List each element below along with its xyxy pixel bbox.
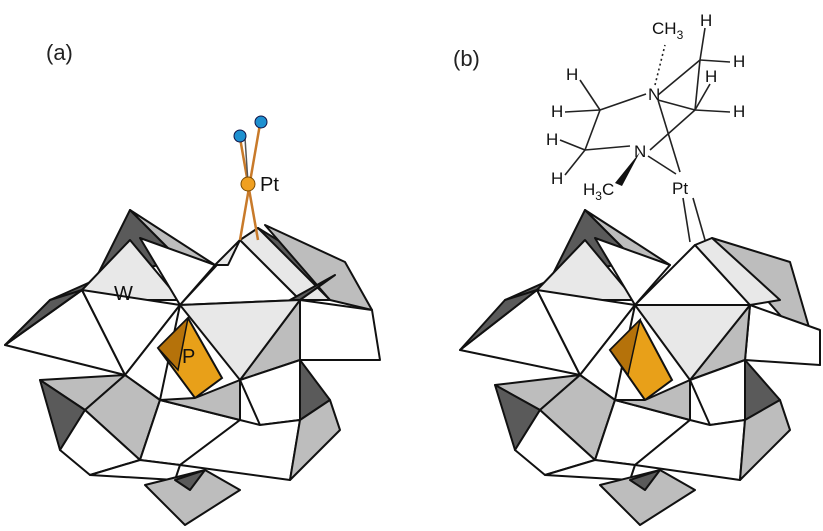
bond <box>649 109 696 151</box>
h-label: H <box>700 11 712 30</box>
bond <box>694 59 701 111</box>
h-bond <box>694 83 711 111</box>
octahedron-bottom <box>629 469 661 491</box>
pt-label-b: Pt <box>672 179 688 198</box>
h-label: H <box>705 67 717 86</box>
octahedron <box>614 379 691 421</box>
octahedron-bottom <box>174 469 206 491</box>
h-bond <box>564 149 586 176</box>
w-label: W <box>114 283 133 305</box>
bond <box>657 59 701 96</box>
h-label: H <box>551 169 563 188</box>
h-label: H <box>546 130 558 149</box>
pt-cluster-bond <box>682 197 691 243</box>
h-label: H <box>733 102 745 121</box>
octahedron <box>544 459 636 481</box>
octahedron <box>89 459 181 481</box>
octahedron <box>214 239 241 266</box>
pt-site-a <box>233 115 268 241</box>
ch3-label: CH3 <box>652 19 684 42</box>
pt-cluster-bond <box>692 197 706 241</box>
octahedron-bottom <box>599 469 696 526</box>
bond <box>584 109 601 151</box>
octahedron <box>159 379 241 421</box>
dashed-wedge-bond <box>654 44 666 86</box>
phosphate-face <box>156 315 190 372</box>
h-label: H <box>733 52 745 71</box>
h-bond <box>699 59 731 63</box>
octahedron <box>694 237 781 306</box>
octahedron <box>459 289 538 351</box>
h-label: H <box>566 65 578 84</box>
panel-a-label: (a) <box>46 40 73 65</box>
n-pt-bond <box>657 99 681 173</box>
h3c-label: H3C <box>583 180 614 203</box>
octahedron <box>299 299 381 361</box>
octahedron <box>239 227 331 301</box>
octahedron <box>4 289 83 346</box>
n-label-top: N <box>648 85 660 104</box>
ligand-atom <box>233 129 247 143</box>
octahedron <box>739 399 791 481</box>
polyoxometalate-cluster-a <box>4 209 381 526</box>
h-label: H <box>551 102 563 121</box>
panel-a: (a) <box>4 40 381 526</box>
octahedron <box>594 237 671 306</box>
octahedron <box>289 399 341 481</box>
panel-b: (b) <box>453 11 821 526</box>
p-label: P <box>182 346 195 368</box>
bond <box>584 145 631 151</box>
n-label-bottom: N <box>634 142 646 161</box>
h-bond <box>699 27 706 61</box>
pt-label-a: Pt <box>260 174 279 196</box>
n-pt-bond <box>647 155 677 175</box>
solid-wedge-bond <box>615 152 640 186</box>
octahedron-bottom <box>144 469 241 526</box>
h-bond <box>694 109 731 113</box>
h-bond <box>564 109 601 113</box>
pt-bond <box>244 137 249 184</box>
platinum-atom <box>240 176 256 192</box>
panel-b-label: (b) <box>453 46 480 71</box>
bond <box>599 93 647 111</box>
bond <box>657 99 696 111</box>
ligand-atom <box>254 115 268 129</box>
diamine-ligand <box>559 27 731 186</box>
polyoxometalate-cluster-b <box>459 209 821 526</box>
phosphate-face <box>609 317 642 377</box>
h-bond <box>579 79 601 111</box>
octahedron <box>634 304 751 381</box>
octahedron <box>179 299 301 381</box>
h-bond <box>559 139 586 151</box>
